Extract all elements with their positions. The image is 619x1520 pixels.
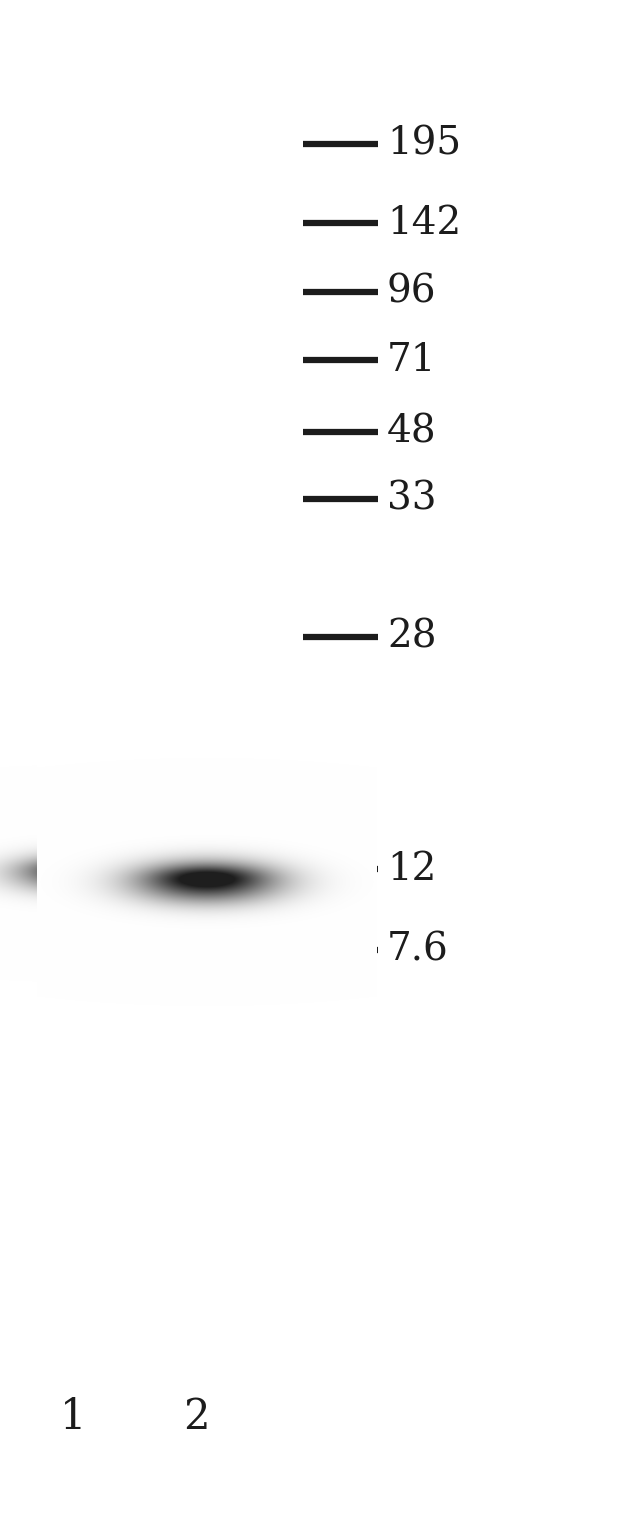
- Text: 7.6: 7.6: [387, 932, 449, 968]
- Text: 2: 2: [183, 1395, 210, 1438]
- Text: 96: 96: [387, 274, 436, 310]
- Text: 28: 28: [387, 619, 436, 655]
- Text: 48: 48: [387, 413, 436, 450]
- Text: 33: 33: [387, 480, 436, 517]
- Text: 195: 195: [387, 126, 461, 163]
- Text: 12: 12: [387, 851, 436, 888]
- Text: 1: 1: [60, 1395, 86, 1438]
- Text: 71: 71: [387, 342, 436, 378]
- Text: 142: 142: [387, 205, 461, 242]
